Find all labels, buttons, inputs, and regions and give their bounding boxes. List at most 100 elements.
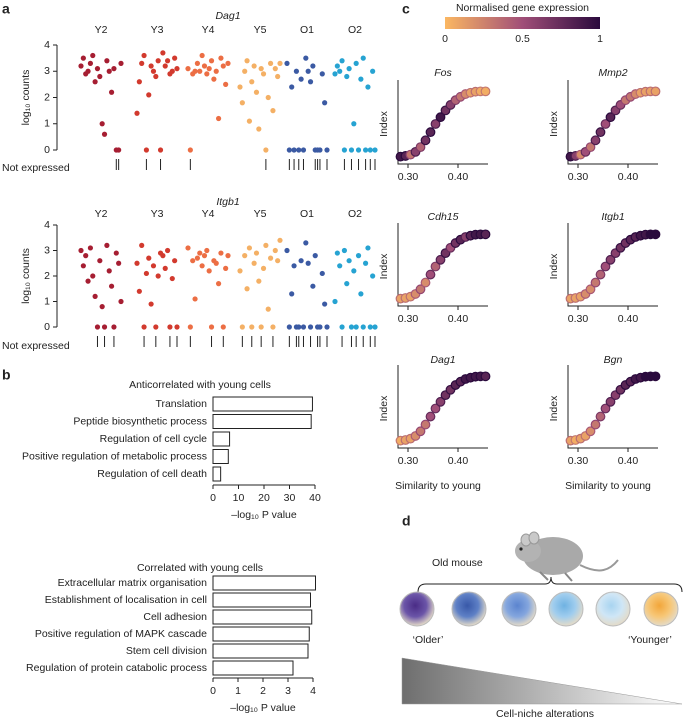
point <box>480 86 491 97</box>
point <box>332 71 338 77</box>
point <box>286 324 292 330</box>
point <box>239 100 245 106</box>
point <box>339 324 345 330</box>
y-axis-label: Index <box>548 253 560 279</box>
point <box>244 58 250 64</box>
point <box>223 81 229 87</box>
point <box>415 142 426 153</box>
category-label: Peptide biosynthetic process <box>73 415 207 427</box>
point <box>270 108 276 114</box>
point <box>267 255 274 261</box>
point <box>113 250 119 256</box>
point <box>134 260 140 266</box>
point <box>85 278 91 284</box>
point <box>372 324 378 330</box>
bar <box>212 414 312 429</box>
x-tick-label: 0.40 <box>618 455 639 467</box>
point <box>415 426 426 437</box>
point <box>108 283 115 289</box>
point <box>289 291 295 297</box>
point <box>332 298 338 305</box>
point <box>253 250 260 256</box>
point <box>317 324 323 330</box>
point <box>298 76 304 82</box>
point <box>237 84 243 90</box>
point <box>420 277 431 288</box>
point <box>590 135 601 146</box>
point <box>139 242 145 248</box>
bar <box>212 592 311 608</box>
point <box>92 293 98 299</box>
point <box>351 121 357 127</box>
panel-label: b <box>2 367 11 383</box>
gradient-label: Cell-niche alterations <box>496 708 594 720</box>
colorbar-tick-label: 0.5 <box>515 33 530 45</box>
point <box>215 281 222 287</box>
point <box>80 55 86 61</box>
point <box>337 263 343 269</box>
point <box>260 71 267 77</box>
point <box>605 396 616 407</box>
group-label: Y3 <box>151 208 164 220</box>
category-label: Regulation of cell cycle <box>100 433 208 445</box>
point <box>237 268 243 274</box>
x-tick-label: 0.30 <box>568 455 589 467</box>
point <box>83 253 89 259</box>
point <box>101 324 108 330</box>
point <box>435 396 446 407</box>
group-label: Y2 <box>95 24 108 36</box>
point <box>206 66 212 72</box>
point <box>317 147 323 153</box>
point <box>157 147 164 153</box>
point <box>272 247 278 254</box>
point <box>341 247 348 254</box>
point <box>258 66 264 72</box>
cells <box>399 591 679 627</box>
x-tick-label: 4 <box>310 685 316 697</box>
x-tick-label: 30 <box>284 492 296 504</box>
y-axis-label: log₁₀ counts <box>20 248 32 304</box>
point <box>322 100 328 106</box>
y-axis-label: Index <box>378 253 390 279</box>
point <box>425 411 436 422</box>
point <box>358 291 364 297</box>
point <box>78 247 84 254</box>
point <box>106 268 112 274</box>
mouse-illustration <box>515 531 619 582</box>
point <box>303 240 309 246</box>
x-tick-label: 1 <box>235 685 241 697</box>
point <box>372 147 378 153</box>
point <box>97 73 103 80</box>
point <box>136 288 142 294</box>
y-tick-label: 0 <box>44 321 50 333</box>
x-tick-label: 3 <box>285 685 291 697</box>
category-label: Extracellular matrix organisation <box>58 577 208 589</box>
point <box>157 250 164 256</box>
bar <box>212 575 316 591</box>
point <box>249 324 255 330</box>
point <box>415 284 426 295</box>
point <box>150 263 157 269</box>
point <box>80 263 86 269</box>
point <box>277 60 283 66</box>
x-tick-label: 0.30 <box>398 171 419 183</box>
x-tick-label: 0.30 <box>568 171 589 183</box>
point <box>358 76 364 82</box>
chart-title: Dag1 <box>430 354 455 366</box>
point <box>353 324 359 330</box>
point <box>425 269 436 280</box>
point <box>201 253 208 259</box>
point <box>367 324 373 330</box>
y-tick-label: 2 <box>44 270 50 282</box>
right-label: ‘Younger’ <box>628 634 672 646</box>
point <box>650 86 661 97</box>
point <box>208 324 215 330</box>
gradient-triangle <box>401 657 683 705</box>
point <box>425 127 436 138</box>
point <box>360 324 366 330</box>
bracket <box>417 576 683 593</box>
point <box>334 63 340 69</box>
x-tick-label: 0 <box>210 685 216 697</box>
point <box>220 324 226 330</box>
